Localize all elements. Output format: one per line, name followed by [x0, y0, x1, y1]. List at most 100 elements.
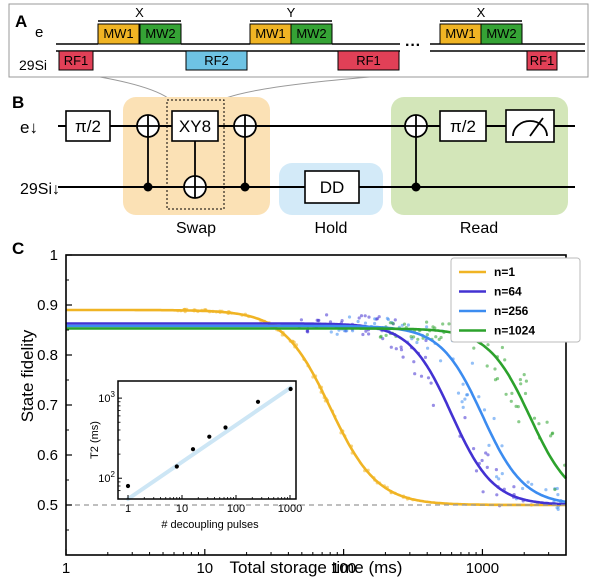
- legend-label-n64: n=64: [494, 285, 522, 299]
- inset-data-point: [223, 425, 228, 430]
- data-point-n64: [367, 315, 371, 319]
- swap-stage-label: Swap: [176, 220, 216, 237]
- data-point-n256: [482, 408, 487, 412]
- cnot1-control: [143, 182, 153, 192]
- data-point-n1024: [500, 345, 504, 350]
- data-point-n64: [413, 372, 417, 376]
- data-point-n256: [492, 416, 496, 421]
- data-point-n256: [342, 329, 347, 333]
- data-point-n256: [347, 315, 352, 319]
- pi2-gate-read: [439, 110, 487, 142]
- panel-a-label: A: [15, 12, 27, 31]
- inset-chart: 1 10 100 1000 102 103 # decoupling pulses T2 …: [89, 380, 302, 531]
- rf-pulse-4-label: RF1: [530, 53, 555, 68]
- data-point-n1024: [493, 378, 498, 382]
- data-point-n256: [465, 393, 470, 397]
- data-point-n256: [556, 493, 560, 497]
- data-point-n1024: [509, 399, 513, 403]
- data-point-n256: [439, 359, 443, 363]
- legend-box: [450, 257, 581, 343]
- main-chart: 1 10 100 1000 0.5 0.6 0.7 0.8 0.9 1 Total storage…: [18, 247, 581, 577]
- data-point-n1024: [409, 335, 413, 339]
- inset-y-tick-label: 103: [98, 390, 115, 405]
- panel-b: B e↓ 29Si↓ π/2 XY8 DD: [12, 93, 575, 237]
- pi2-gate-read-label: π/2: [450, 117, 476, 136]
- dd-gate-label: DD: [320, 178, 345, 197]
- data-point-n256: [463, 397, 467, 401]
- x-tick-label: 100: [331, 560, 356, 577]
- pi2-gate-start: [65, 110, 111, 142]
- data-point-n64: [463, 416, 467, 420]
- rf-pulse-3-label: RF1: [356, 53, 381, 68]
- data-point-n64: [486, 453, 490, 457]
- block3-mw2-pulse: [480, 23, 523, 45]
- cnot2-control: [240, 182, 250, 192]
- data-point-n64: [401, 355, 405, 359]
- data-point-n1024: [493, 367, 497, 371]
- data-point-n64: [399, 345, 403, 349]
- inset-data-point: [125, 483, 131, 489]
- y-tick-label: 0.9: [37, 297, 58, 314]
- y-tick-label: 0.8: [37, 347, 58, 364]
- data-point-n64: [363, 314, 367, 318]
- data-point-n64: [361, 332, 365, 337]
- meter-icon: [512, 117, 548, 137]
- data-point-n64: [495, 493, 499, 497]
- data-point-n1024: [504, 392, 508, 396]
- block3-mw2-label: MW2: [486, 26, 516, 41]
- x-tick-label: 1: [62, 560, 70, 577]
- inset-x-tick-label: 100: [227, 503, 245, 515]
- data-point-n64: [426, 376, 431, 380]
- data-point-n1024: [485, 364, 489, 368]
- x-axis-label: Total storage time (ms): [230, 558, 403, 577]
- data-point-n1024: [503, 358, 507, 362]
- data-point-n64: [367, 332, 371, 336]
- data-point-n1024: [441, 322, 445, 326]
- block2-header: Y: [287, 5, 296, 20]
- inset-data-point: [190, 447, 196, 452]
- inset-x-axis-label: # decoupling pulses: [161, 519, 259, 531]
- x-tick-label: 1000: [466, 560, 499, 577]
- data-point-n64: [359, 314, 364, 318]
- data-point-n1024: [388, 321, 392, 325]
- y-axis-label: State fidelity: [18, 329, 37, 422]
- data-point-n1024: [425, 320, 429, 324]
- si-qubit-label: 29Si↓: [20, 181, 60, 198]
- zoom-connector: [99, 76, 371, 99]
- rf-pulse-2: [185, 50, 248, 71]
- block3-header: X: [477, 5, 486, 20]
- data-point-n256: [461, 382, 465, 386]
- block1-mw2-pulse: [139, 23, 182, 45]
- data-point-n256: [373, 321, 377, 326]
- data-point-n64: [389, 345, 393, 349]
- data-point-n256: [406, 323, 410, 327]
- panel-b-label: B: [12, 93, 24, 112]
- dd-gate: [304, 170, 360, 204]
- data-point-n1024: [433, 326, 437, 330]
- measurement-gate: [505, 109, 555, 143]
- hold-stage-label: Hold: [315, 220, 348, 237]
- data-point-n256: [526, 480, 530, 484]
- data-point-n64: [474, 469, 479, 473]
- data-point-n64: [299, 318, 303, 322]
- panel-c: C 1 10 100 1000 0.5 0.6 0.7 0.8 0.9 1 Total stora…: [12, 239, 581, 577]
- legend: n=1 n=64 n=256 n=1024: [450, 257, 581, 343]
- sequence-ellipsis: ···: [405, 37, 421, 54]
- data-point-n64: [484, 451, 488, 455]
- data-point-n256: [460, 400, 464, 404]
- data-point-n64: [419, 374, 424, 378]
- data-point-n1024: [378, 335, 382, 339]
- data-point-n256: [555, 486, 559, 491]
- data-point-n256: [356, 319, 360, 324]
- data-point-n1024: [391, 321, 395, 325]
- data-point-n64: [393, 318, 397, 322]
- x-tick-label: 10: [196, 560, 213, 577]
- cnot3-control: [411, 182, 421, 192]
- data-point-n1024: [518, 378, 523, 382]
- data-point-n1024: [545, 420, 549, 424]
- rf-pulse-1: [58, 50, 94, 71]
- data-point-n1024: [517, 420, 521, 424]
- data-point-n64: [394, 347, 398, 351]
- legend-label-n256: n=256: [494, 304, 529, 318]
- rf-pulse-1-label: RF1: [64, 53, 89, 68]
